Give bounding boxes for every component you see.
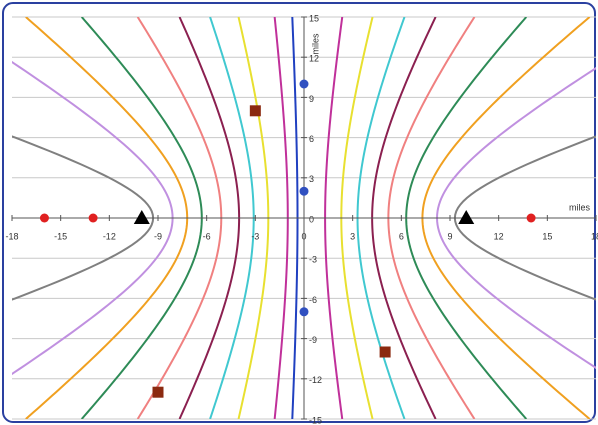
x-tick-label: 18 <box>591 231 598 241</box>
x-tick-label: -3 <box>251 231 259 241</box>
point <box>152 386 164 398</box>
x-tick-label: -6 <box>203 231 211 241</box>
x-tick-label: 9 <box>447 231 452 241</box>
y-tick-label: -6 <box>309 295 317 305</box>
x-tick-label: -9 <box>154 231 162 241</box>
point <box>39 213 49 223</box>
x-tick-label: -15 <box>54 231 67 241</box>
y-tick-label: 3 <box>309 174 314 184</box>
x-tick-label: 12 <box>494 231 504 241</box>
point <box>249 105 261 117</box>
point <box>88 213 98 223</box>
y-tick-label: 12 <box>309 54 319 64</box>
y-tick-label: -9 <box>309 335 317 345</box>
point <box>133 210 150 224</box>
markers <box>39 79 536 398</box>
point <box>458 210 475 224</box>
point <box>379 346 391 358</box>
point <box>299 307 309 317</box>
x-tick-label: 6 <box>399 231 404 241</box>
y-axis-label: miles <box>310 33 320 55</box>
x-axis-label: miles <box>569 202 591 212</box>
x-tick-label: 15 <box>542 231 552 241</box>
y-tick-label: 15 <box>309 13 319 23</box>
y-tick-label: 0 <box>309 214 314 224</box>
x-tick-label: -18 <box>5 231 18 241</box>
y-tick-label: -12 <box>309 375 322 385</box>
y-tick-label: -3 <box>309 255 317 265</box>
x-tick-label: -12 <box>103 231 116 241</box>
y-tick-label: 6 <box>309 134 314 144</box>
point <box>299 79 309 89</box>
x-tick-label: 3 <box>350 231 355 241</box>
y-tick-label: -15 <box>309 415 322 425</box>
point <box>526 213 536 223</box>
point <box>299 186 309 196</box>
y-tick-label: 9 <box>309 94 314 104</box>
